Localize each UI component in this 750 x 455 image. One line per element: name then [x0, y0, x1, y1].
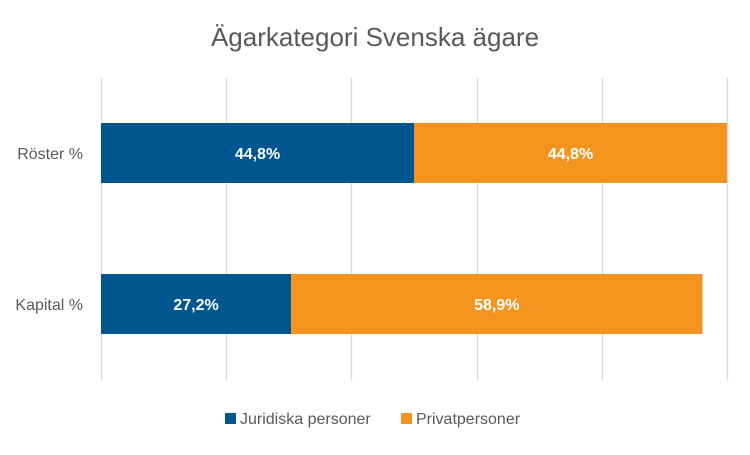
- legend-label: Juridiska personer: [240, 411, 371, 428]
- bar-segment: [101, 274, 292, 334]
- data-labels: 44,8% 44,8% 27,2% 58,9%: [173, 146, 593, 314]
- category-axis: Röster % Kapital %: [15, 146, 83, 314]
- legend-item: Juridiska personer: [225, 411, 371, 428]
- bars: [101, 123, 727, 334]
- data-label: 44,8%: [548, 146, 593, 163]
- chart-title: Ägarkategori Svenska ägare: [211, 22, 539, 52]
- category-label: Kapital %: [15, 297, 83, 314]
- legend: Juridiska personer Privatpersoner: [225, 411, 521, 428]
- data-label: 44,8%: [235, 146, 280, 163]
- legend-label: Privatpersoner: [416, 411, 521, 428]
- legend-swatch: [225, 413, 236, 424]
- bar-segment: [101, 123, 414, 183]
- category-label: Röster %: [17, 146, 83, 163]
- bar-segment: [291, 274, 703, 334]
- legend-swatch: [401, 413, 412, 424]
- data-label: 27,2%: [173, 297, 218, 314]
- bar-segment: [414, 123, 727, 183]
- legend-item: Privatpersoner: [401, 411, 521, 428]
- data-label: 58,9%: [474, 297, 519, 314]
